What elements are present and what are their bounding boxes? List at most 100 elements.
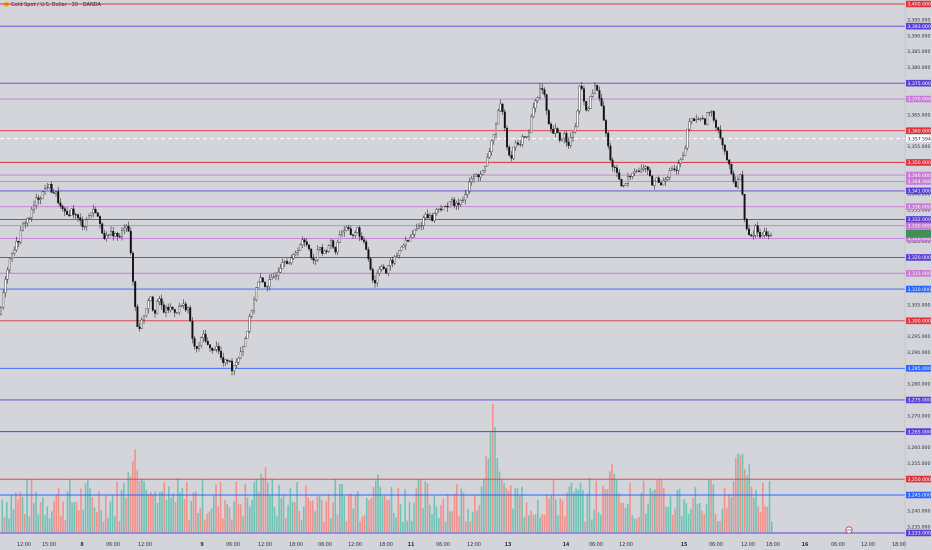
candle-up (169, 306, 172, 311)
level-badge (906, 203, 931, 210)
volume-bar (163, 482, 166, 532)
volume-bar (573, 492, 575, 532)
volume-bar (69, 479, 71, 532)
volume-bar (368, 500, 370, 532)
candle-down (118, 236, 121, 238)
candle-down (657, 177, 660, 183)
volume-bar (233, 501, 235, 532)
candle-up (473, 176, 475, 179)
volume-bar (440, 504, 442, 532)
price-tick-label: 3,365.000 (907, 113, 930, 119)
candle-up (11, 253, 13, 259)
volume-bar (667, 506, 670, 532)
candle-up (283, 261, 286, 263)
horizontal-levels (0, 3, 905, 534)
price-tick-label: 3,290.000 (907, 350, 930, 356)
candle-up (202, 333, 205, 338)
volume-bar (48, 518, 51, 532)
level-badge (906, 222, 931, 229)
volume-bar (312, 500, 314, 532)
level-badge (906, 216, 931, 223)
candle-up (627, 176, 629, 184)
volume-bar (336, 514, 339, 532)
volume-bar (291, 501, 294, 532)
volume-bar (755, 489, 757, 532)
level-price-badges: 3,400.000 3,393.000 3,375.000 3,370.000 3,36… (906, 0, 931, 537)
level-badge (906, 178, 931, 185)
volume-bar (399, 504, 402, 532)
candle-down (50, 184, 53, 193)
volume-bar (276, 516, 278, 532)
volume-bar (244, 483, 247, 532)
volume-bar (753, 497, 755, 532)
volume-bar (717, 521, 719, 532)
volume-bar (395, 517, 397, 532)
time-tick-label: 06:00 (106, 542, 120, 548)
volume-bar (19, 491, 22, 532)
candle-down (734, 181, 737, 188)
candle-up (255, 287, 258, 301)
volume-bar (685, 503, 688, 532)
candle-up (554, 128, 557, 134)
volume-bar (442, 498, 445, 532)
volume-bar (435, 506, 438, 532)
volume-bar (332, 502, 334, 532)
volume-bar (361, 516, 364, 532)
volume-bar (674, 508, 676, 532)
candle-up (521, 136, 524, 145)
candle-down (750, 234, 753, 237)
candle-down (79, 217, 82, 221)
volume-bar (492, 404, 494, 532)
candle-up (297, 250, 299, 253)
volume-bar (260, 473, 262, 532)
volume-bar (91, 497, 94, 532)
level-badge (906, 428, 931, 435)
level-badge (906, 0, 931, 8)
candle-up (484, 165, 486, 171)
level-badge-label: 3,344.000 (908, 179, 931, 185)
volume-bar (224, 500, 226, 532)
time-tick-label: 06:00 (709, 542, 723, 548)
candle-up (30, 209, 33, 218)
candle-down (523, 136, 526, 138)
candle-down (321, 247, 324, 254)
candle-up (479, 174, 482, 178)
volume-bar (105, 495, 107, 532)
volume-bar (541, 514, 544, 532)
volume-bar (597, 512, 600, 532)
candle-up (424, 214, 427, 219)
candle-up (123, 227, 126, 231)
candle-down (748, 228, 750, 236)
volume-bar (660, 480, 663, 532)
volume-bar (42, 497, 44, 532)
candle-up (695, 119, 698, 121)
volume-bar (476, 510, 478, 532)
volume-bar (424, 481, 427, 532)
volume-bar (485, 455, 487, 532)
candle-down (226, 359, 229, 362)
candle-down (719, 129, 722, 139)
candle-up (41, 191, 44, 199)
time-tick-label: 12:00 (467, 542, 481, 548)
candle-up (763, 231, 766, 236)
volume-bar (159, 492, 161, 532)
candle-up (145, 308, 148, 317)
volume-bar (206, 513, 208, 532)
candle-up (48, 184, 51, 188)
current-price-label: 3,357.594 (908, 136, 931, 142)
level-badge (906, 396, 931, 404)
candle-down (660, 182, 662, 186)
candle-down (347, 227, 350, 229)
volume-bar (298, 510, 301, 532)
volume-bar (537, 500, 539, 532)
volume-bar (411, 521, 413, 532)
time-tick-label: 11 (408, 542, 415, 548)
candle-down (765, 231, 768, 236)
candle-down (116, 233, 119, 237)
volume-bar (449, 511, 451, 532)
candle-up (492, 134, 495, 142)
volume-bar (489, 432, 492, 532)
candle-up (182, 303, 185, 306)
candle-down (541, 88, 544, 90)
